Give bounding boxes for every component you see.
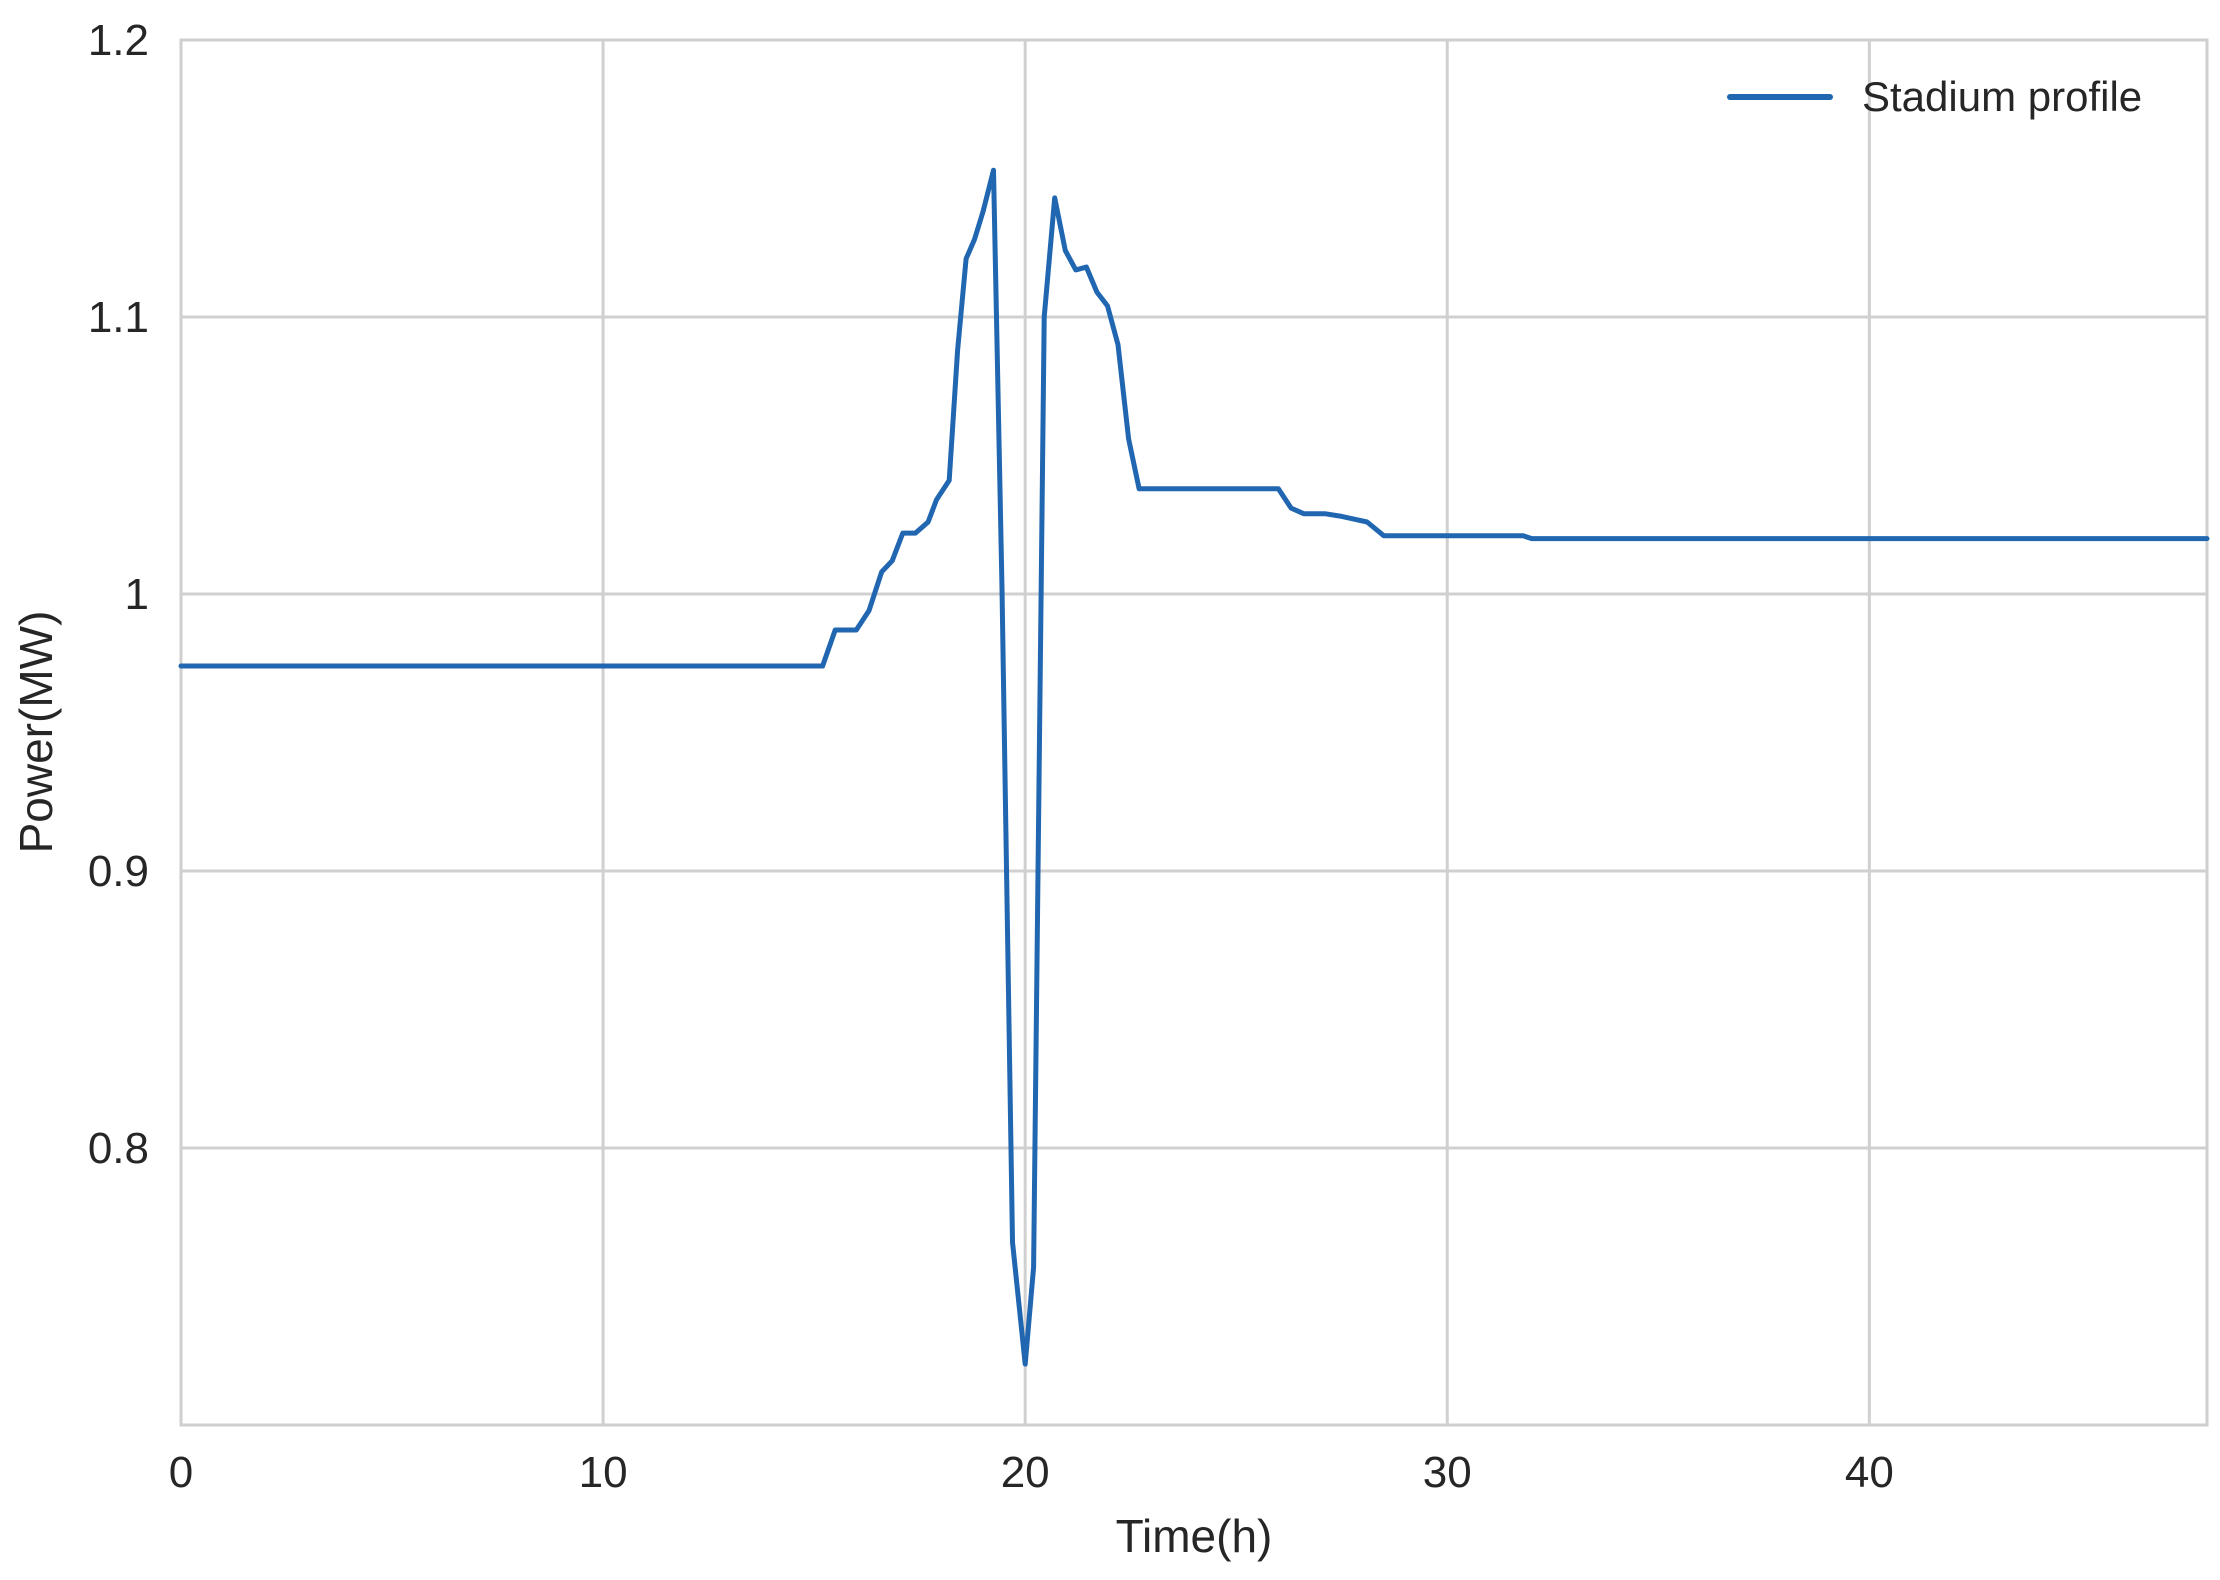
tick-labels: 0 10 20 30 40 0.8 0.9 1 1.1 1.2 bbox=[88, 16, 1894, 1497]
plot-area-frame bbox=[179, 38, 2209, 1427]
y-tick-label: 1 bbox=[125, 570, 149, 619]
x-tick-label: 10 bbox=[579, 1448, 628, 1497]
x-tick-label: 0 bbox=[169, 1448, 193, 1497]
y-tick-label: 0.9 bbox=[88, 847, 149, 896]
y-tick-label: 1.1 bbox=[88, 293, 149, 342]
x-tick-label: 40 bbox=[1845, 1448, 1894, 1497]
grid bbox=[179, 38, 2207, 1425]
y-axis-label: Power(MW) bbox=[10, 611, 62, 854]
legend: Stadium profile bbox=[1727, 73, 2142, 120]
legend-label-stadium-profile: Stadium profile bbox=[1862, 73, 2142, 120]
x-tick-label: 30 bbox=[1423, 1448, 1472, 1497]
y-tick-label: 0.8 bbox=[88, 1124, 149, 1173]
x-axis-label: Time(h) bbox=[1116, 1510, 1273, 1562]
series-line-stadium-profile bbox=[178, 167, 2210, 1367]
x-tick-label: 20 bbox=[1001, 1448, 1050, 1497]
y-tick-label: 1.2 bbox=[88, 16, 149, 65]
series-layer bbox=[178, 167, 2210, 1367]
